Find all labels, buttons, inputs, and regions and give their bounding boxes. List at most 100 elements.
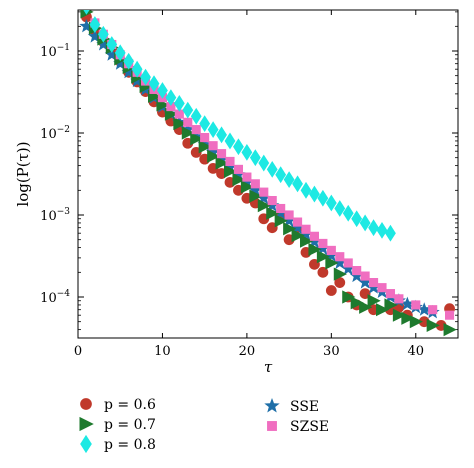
data-point <box>173 94 185 112</box>
data-point <box>131 60 143 78</box>
legend-label: p = 0.7 <box>104 417 156 433</box>
data-point <box>300 181 312 199</box>
x-tick-label: 20 <box>239 344 256 359</box>
data-point <box>198 140 212 154</box>
data-point <box>104 47 119 61</box>
y-tick-base: 10 <box>40 209 57 224</box>
data-point <box>349 268 364 283</box>
data-point <box>341 261 356 275</box>
data-point <box>165 89 177 107</box>
data-point <box>207 121 219 139</box>
y-tick-base: 10 <box>40 291 57 306</box>
data-point <box>215 156 229 170</box>
data-point <box>300 234 314 248</box>
data-point <box>83 10 90 15</box>
data-point <box>309 231 320 241</box>
data-point <box>82 0 91 8</box>
data-point <box>96 37 111 51</box>
data-point <box>249 149 261 167</box>
y-axis-ticks: 10−110−210−310−4 <box>40 11 458 331</box>
y-tick-base: 10 <box>40 127 57 142</box>
legend-item: SZSE <box>267 419 329 435</box>
legend-item: p = 0.6 <box>80 397 156 413</box>
legend: p = 0.6 p = 0.7 p = 0.8 SSE SZSE <box>79 397 329 454</box>
data-point <box>292 175 303 193</box>
data-point <box>343 258 353 268</box>
data-point <box>352 266 362 276</box>
data-point <box>290 220 305 234</box>
data-point <box>401 311 415 325</box>
data-point <box>216 126 227 144</box>
data-point <box>359 300 373 314</box>
data-point <box>367 294 381 308</box>
data-point <box>267 196 277 206</box>
data-point <box>224 164 238 179</box>
data-point <box>191 125 201 135</box>
legend-item: p = 0.7 <box>79 416 156 433</box>
data-point <box>376 221 388 239</box>
data-point <box>240 180 255 194</box>
data-point <box>360 271 370 281</box>
data-point <box>114 44 126 62</box>
data-point <box>222 160 238 174</box>
data-point <box>376 303 390 317</box>
data-point <box>275 166 287 184</box>
legend-marker <box>80 398 92 410</box>
data-point <box>385 224 396 242</box>
data-point <box>239 174 254 189</box>
data-point <box>283 222 297 236</box>
data-point <box>325 194 337 212</box>
data-point <box>166 102 176 112</box>
y-tick-exponent: −2 <box>57 125 70 135</box>
data-point <box>256 190 271 205</box>
data-point <box>233 138 244 156</box>
data-point <box>250 179 260 189</box>
data-point <box>358 275 373 289</box>
data-point <box>317 189 329 207</box>
data-point <box>335 252 345 262</box>
data-point <box>318 238 328 248</box>
data-point <box>426 318 440 333</box>
data-point <box>359 214 371 232</box>
data-point <box>214 152 229 166</box>
y-tick-label: 10−4 <box>40 289 70 306</box>
data-point <box>444 310 455 320</box>
data-point <box>123 52 135 70</box>
legend-marker <box>264 397 280 413</box>
data-point <box>342 290 356 304</box>
data-point <box>282 213 297 227</box>
data-point <box>231 167 246 181</box>
legend-marker <box>267 421 277 431</box>
data-point <box>207 149 221 163</box>
data-point <box>411 300 421 310</box>
data-point <box>232 173 246 187</box>
data-point <box>283 171 295 189</box>
data-point <box>140 68 151 86</box>
data-point <box>259 187 269 197</box>
y-tick-exponent: −4 <box>57 289 71 299</box>
data-point <box>208 141 218 151</box>
data-point <box>241 143 253 161</box>
data-point <box>258 154 270 172</box>
data-point <box>248 182 263 197</box>
data-point <box>325 285 337 296</box>
data-point <box>148 75 160 93</box>
data-point <box>307 234 322 248</box>
data-point <box>183 117 193 127</box>
data-point <box>190 132 204 146</box>
legend-label: SSE <box>290 399 319 415</box>
legend-label: SZSE <box>290 419 329 435</box>
data-point <box>351 210 363 228</box>
data-point <box>224 132 236 150</box>
legend-marker <box>80 434 92 454</box>
legend-item: p = 0.8 <box>80 434 156 454</box>
y-tick-label: 10−3 <box>40 207 70 224</box>
data-point <box>89 16 101 33</box>
data-point <box>394 294 404 304</box>
data-point <box>392 308 407 322</box>
data-point <box>308 242 322 257</box>
data-point <box>79 18 94 33</box>
data-point <box>368 278 379 288</box>
plot-area <box>77 9 459 339</box>
